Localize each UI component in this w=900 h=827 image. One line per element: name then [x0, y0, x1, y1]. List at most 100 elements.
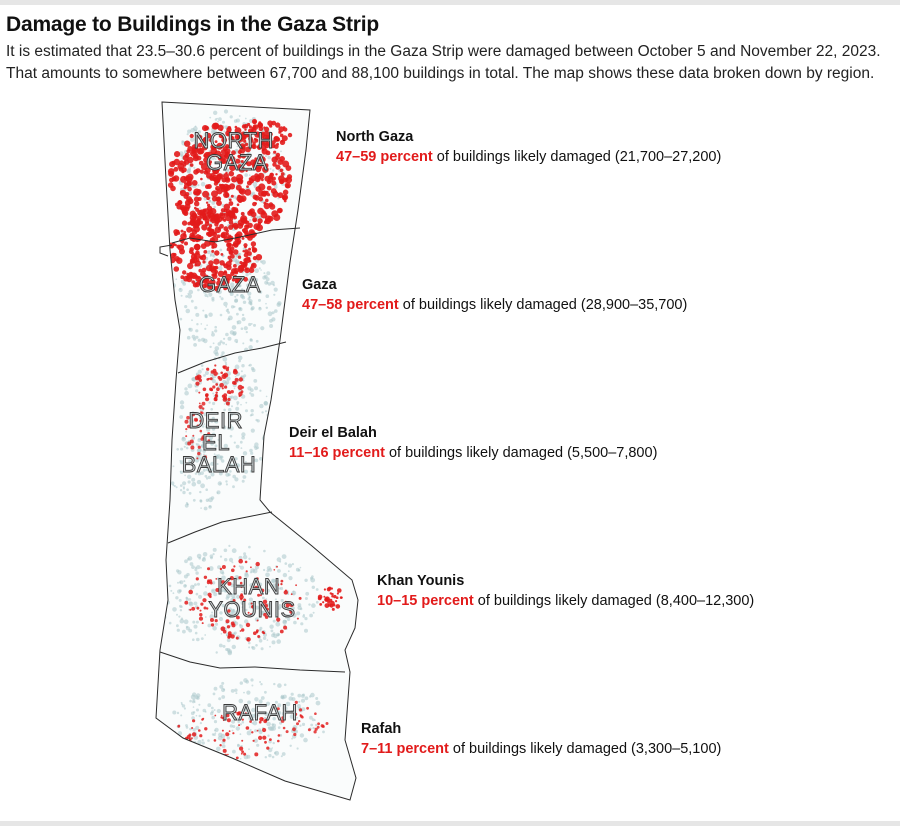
- building-dot: [275, 621, 281, 627]
- building-dot: [249, 728, 252, 732]
- damage-dot: [178, 167, 184, 172]
- building-dot: [218, 616, 224, 622]
- building-dot: [188, 327, 193, 332]
- damage-dot: [214, 140, 218, 144]
- map-title: Damage to Buildings in the Gaza Strip: [6, 13, 379, 36]
- building-dot: [263, 568, 266, 572]
- damage-dot: [265, 607, 269, 611]
- building-dot: [204, 371, 209, 375]
- building-dot: [250, 409, 254, 413]
- building-dot: [245, 401, 248, 404]
- damage-dot: [190, 253, 198, 260]
- building-dot: [225, 305, 228, 308]
- damage-dot: [177, 724, 181, 728]
- building-dot: [302, 615, 306, 618]
- damage-dot: [194, 375, 200, 381]
- damage-dot: [257, 172, 265, 180]
- building-dot: [282, 694, 287, 699]
- damage-dot: [240, 752, 243, 755]
- building-dot: [281, 752, 286, 756]
- damage-dot: [230, 634, 235, 639]
- building-dot: [271, 747, 274, 749]
- damage-dot: [285, 176, 293, 184]
- damage-dot: [249, 613, 254, 617]
- damage-dot: [225, 368, 229, 372]
- damage-dot: [184, 600, 189, 605]
- damage-dot: [214, 619, 218, 623]
- building-dot: [264, 280, 269, 285]
- damage-dot: [257, 635, 261, 638]
- building-dot: [201, 440, 206, 444]
- building-dot: [230, 689, 235, 693]
- building-dot: [211, 200, 216, 205]
- damage-dot: [237, 149, 242, 155]
- damage-dot: [224, 152, 229, 157]
- building-dot: [239, 565, 245, 570]
- building-dot: [244, 619, 249, 624]
- damage-dot: [239, 594, 244, 600]
- damage-dot: [254, 157, 258, 161]
- building-dot: [310, 576, 313, 580]
- map-label-line: GAZA: [206, 150, 268, 175]
- damage-dot: [269, 132, 273, 137]
- damage-dot: [239, 746, 244, 751]
- damage-dot: [182, 154, 189, 161]
- damage-dot: [247, 611, 250, 614]
- building-dot: [197, 468, 201, 472]
- building-dot: [195, 389, 199, 393]
- building-dot: [188, 491, 192, 495]
- damage-dot: [241, 217, 246, 222]
- building-dot: [176, 624, 179, 628]
- damage-dot: [326, 587, 331, 592]
- building-dot: [300, 698, 306, 703]
- damage-dot: [203, 606, 207, 610]
- damage-dot: [225, 229, 229, 233]
- building-dot: [263, 272, 266, 275]
- damage-dot: [241, 739, 244, 742]
- damage-dot: [245, 169, 248, 173]
- damage-dot: [198, 404, 203, 409]
- building-dot: [248, 364, 251, 367]
- building-dot: [170, 481, 175, 486]
- building-dot: [259, 681, 262, 683]
- building-dot: [168, 621, 172, 625]
- building-dot: [259, 457, 263, 461]
- building-dot: [197, 130, 202, 134]
- damage-dot: [255, 138, 258, 142]
- damage-dot: [242, 602, 245, 604]
- damage-dot: [280, 719, 285, 723]
- damage-dot: [236, 615, 240, 620]
- damage-dot: [199, 419, 203, 423]
- building-dot: [181, 704, 186, 708]
- building-dot: [244, 707, 249, 712]
- damage-dot: [333, 594, 337, 599]
- damage-dot: [259, 156, 266, 163]
- damage-dot: [250, 566, 252, 569]
- damage-dot: [217, 178, 221, 182]
- damage-dot: [223, 286, 228, 291]
- damage-dot: [214, 714, 217, 717]
- building-dot: [272, 169, 275, 172]
- building-dot: [292, 613, 297, 618]
- building-dot: [297, 693, 302, 698]
- damage-dot: [200, 602, 204, 606]
- building-dot: [225, 363, 228, 366]
- damage-dot: [234, 711, 237, 714]
- damage-dot: [225, 232, 229, 236]
- building-dot: [235, 609, 240, 615]
- damage-dot: [208, 229, 215, 237]
- damage-dot: [196, 752, 201, 757]
- damage-dot: [262, 134, 269, 141]
- strip-outline: [155, 101, 359, 801]
- damage-dot: [221, 394, 225, 398]
- building-dot: [251, 707, 256, 713]
- building-dot: [200, 566, 202, 569]
- building-dot: [211, 611, 214, 614]
- damage-dot: [186, 272, 190, 276]
- building-dot: [270, 280, 275, 286]
- building-dot: [310, 692, 315, 698]
- damage-dot: [179, 204, 186, 211]
- damage-dot: [327, 600, 331, 604]
- building-dot: [250, 303, 253, 306]
- damage-dot: [268, 174, 273, 180]
